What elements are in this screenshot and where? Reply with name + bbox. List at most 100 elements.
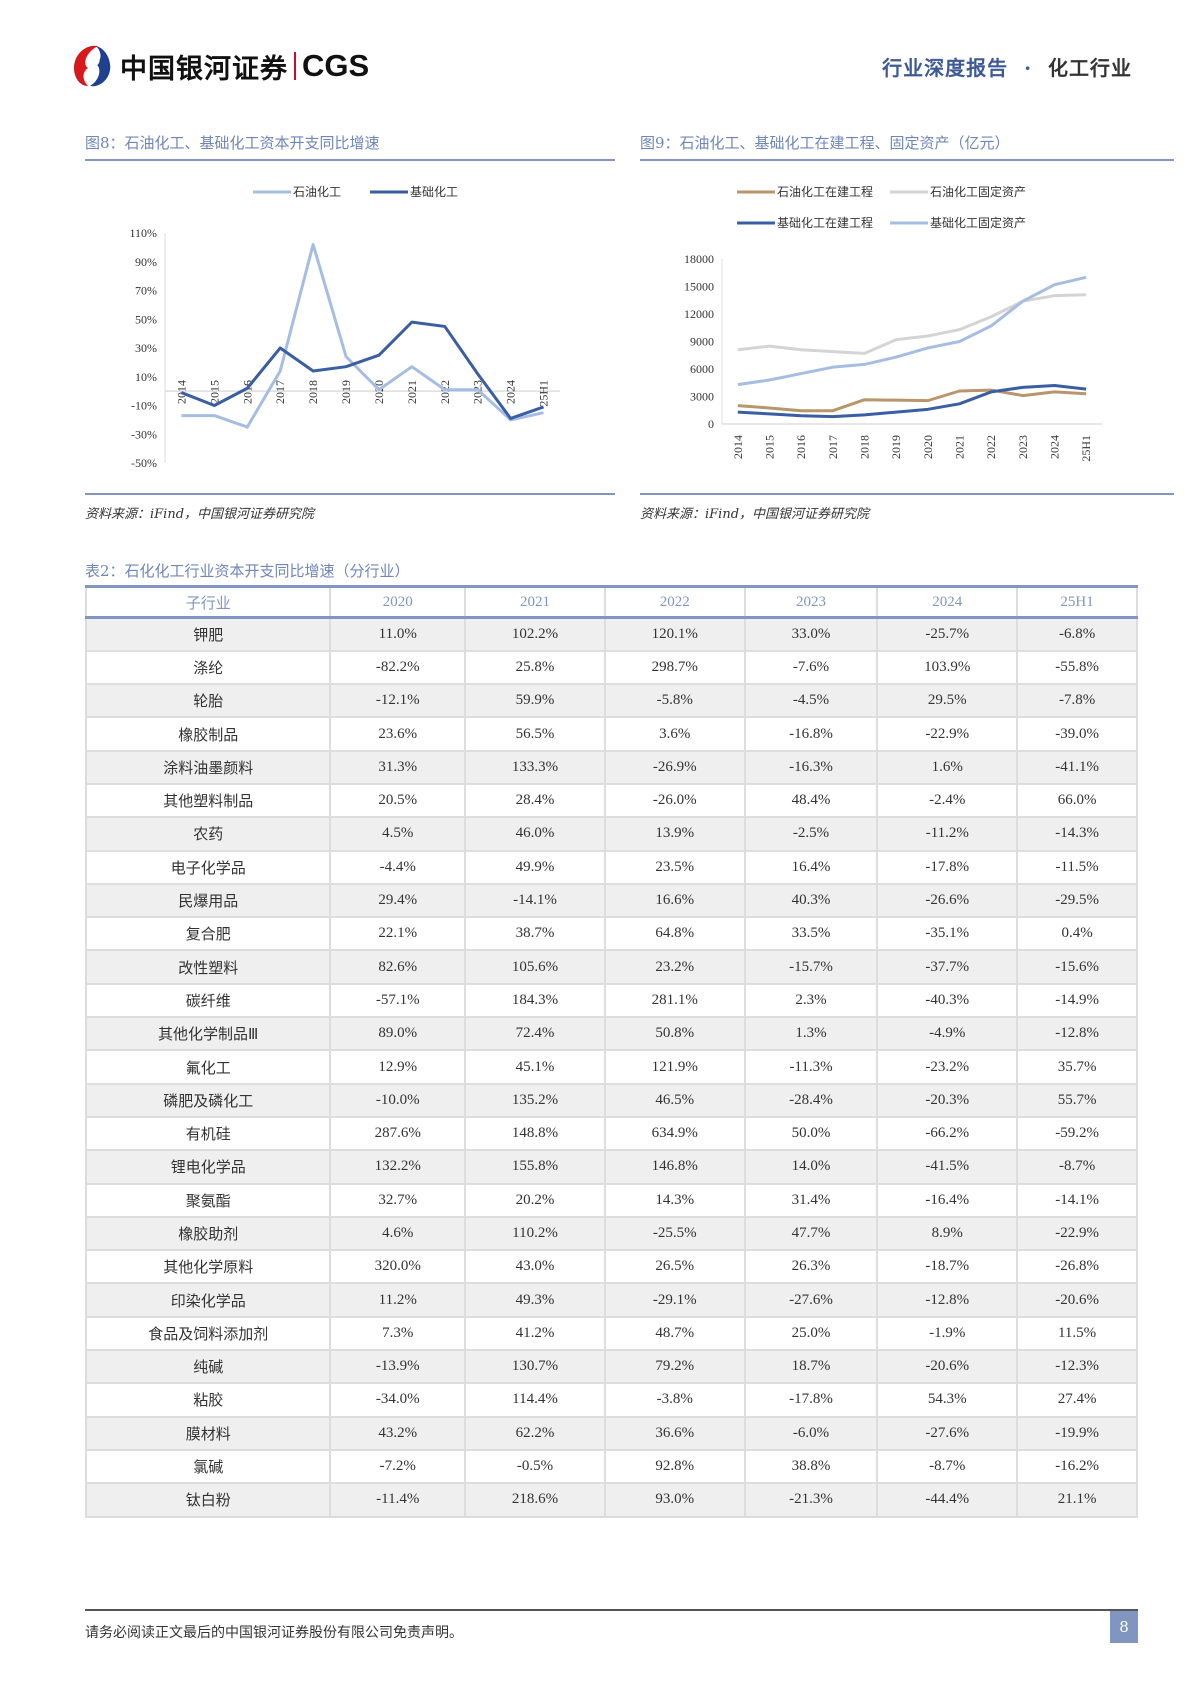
growth-value: 11.5% — [1016, 1315, 1138, 1352]
growth-value: 93.0% — [603, 1482, 746, 1518]
growth-value: -7.2% — [329, 1448, 467, 1485]
subsector-name: 碳纤维 — [84, 982, 332, 1019]
x-tick-label: 2015 — [763, 435, 777, 459]
disclaimer-text: 请务必阅读正文最后的中国银河证券股份有限公司免责声明。 — [85, 1625, 463, 1641]
subsector-name: 电子化学品 — [84, 849, 332, 885]
subsector-name: 食品及饲料添加剂 — [84, 1315, 332, 1352]
table-row: 碳纤维 -57.1% 184.3% 281.1% 2.3% -40.3% -14.9% — [84, 982, 1138, 1019]
growth-value: 46.5% — [603, 1082, 746, 1118]
growth-value: -34.0% — [329, 1382, 467, 1418]
growth-value: 16.4% — [743, 849, 879, 885]
growth-value: -29.1% — [603, 1282, 746, 1318]
growth-value: 7.3% — [329, 1315, 467, 1352]
table-row: 有机硅 287.6% 148.8% 634.9% 50.0% -66.2% -59.2% — [84, 1115, 1138, 1152]
growth-value: 634.9% — [603, 1115, 746, 1152]
growth-value: -7.8% — [1016, 683, 1138, 719]
table-row: 印染化学品 11.2% 49.3% -29.1% -27.6% -12.8% -20.6% — [84, 1282, 1138, 1318]
growth-value: -14.1% — [1016, 1182, 1138, 1218]
subsector-name: 橡胶制品 — [84, 716, 332, 752]
growth-value: 50.8% — [603, 1016, 746, 1052]
table-row: 农药 4.5% 46.0% 13.9% -2.5% -11.2% -14.3% — [84, 816, 1138, 852]
table-row: 粘胶 -34.0% 114.4% -3.8% -17.8% 54.3% 27.4% — [84, 1382, 1138, 1418]
table-row: 食品及饲料添加剂 7.3% 41.2% 48.7% 25.0% -1.9% 11.5% — [84, 1315, 1138, 1352]
growth-value: -16.8% — [743, 716, 879, 752]
y-tick-label: 30% — [135, 341, 157, 355]
growth-value: -37.7% — [876, 949, 1019, 985]
growth-value: -20.6% — [876, 1349, 1019, 1385]
growth-value: -3.8% — [603, 1382, 746, 1418]
growth-value: -18.7% — [876, 1249, 1019, 1285]
brand-name-cn: 中国银河证券 — [120, 53, 288, 85]
growth-value: 38.8% — [743, 1448, 879, 1485]
subsector-name: 锂电化学品 — [84, 1149, 332, 1185]
table-row: 其他塑料制品 20.5% 28.4% -26.0% 48.4% -2.4% 66.0% — [84, 782, 1138, 819]
growth-value: -23.2% — [876, 1049, 1019, 1085]
subsector-name: 磷肥及磷化工 — [84, 1082, 332, 1118]
table-row: 民爆用品 29.4% -14.1% 16.6% 40.3% -26.6% -29.5% — [84, 882, 1138, 919]
subsector-name: 有机硅 — [84, 1115, 332, 1152]
logo: 中国银河证券 CGS — [68, 42, 369, 90]
growth-value: 35.7% — [1016, 1049, 1138, 1085]
y-tick-label: 0 — [708, 417, 714, 431]
growth-value: 155.8% — [464, 1149, 606, 1185]
growth-value: 25.0% — [743, 1315, 879, 1352]
growth-value: 14.0% — [743, 1149, 879, 1185]
growth-value: 23.6% — [329, 716, 467, 752]
subsector-name: 改性塑料 — [84, 949, 332, 985]
table-header-row: 子行业 2020 2021 2022 2023 2024 25H1 — [84, 586, 1138, 618]
y-tick-label: -50% — [131, 456, 157, 470]
column-header: 2020 — [329, 586, 467, 618]
table-row: 涤纶 -82.2% 25.8% 298.7% -7.6% 103.9% -55.8% — [84, 649, 1138, 686]
figure-8-source: 资料来源：iFind，中国银河证券研究院 — [85, 507, 315, 522]
y-tick-label: 110% — [129, 226, 157, 240]
table-row: 其他化学原料 320.0% 43.0% 26.5% 26.3% -18.7% -26.8% — [84, 1249, 1138, 1285]
growth-value: 120.1% — [603, 616, 746, 652]
growth-value: 3.6% — [603, 716, 746, 752]
subsector-name: 聚氨酯 — [84, 1182, 332, 1218]
x-tick-label: 2017 — [273, 380, 287, 404]
subsector-name: 钛白粉 — [84, 1482, 332, 1518]
growth-value: 135.2% — [464, 1082, 606, 1118]
growth-value: 48.7% — [603, 1315, 746, 1352]
x-tick-label: 25H1 — [1079, 435, 1093, 462]
growth-value: 1.6% — [876, 749, 1019, 785]
subsector-name: 其他塑料制品 — [84, 782, 332, 819]
x-tick-label: 2017 — [826, 435, 840, 459]
growth-value: -41.5% — [876, 1149, 1019, 1185]
growth-value: 29.5% — [876, 683, 1019, 719]
table-row: 橡胶助剂 4.6% 110.2% -25.5% 47.7% 8.9% -22.9% — [84, 1215, 1138, 1252]
growth-value: 66.0% — [1016, 782, 1138, 819]
growth-value: 40.3% — [743, 882, 879, 919]
growth-value: 287.6% — [329, 1115, 467, 1152]
series-line — [737, 293, 1087, 355]
growth-value: -26.8% — [1016, 1249, 1138, 1285]
growth-value: 49.3% — [464, 1282, 606, 1318]
growth-value: 59.9% — [464, 683, 606, 719]
growth-value: 82.6% — [329, 949, 467, 985]
y-tick-label: 70% — [135, 284, 157, 298]
subsector-name: 纯碱 — [84, 1349, 332, 1385]
growth-value: -8.7% — [1016, 1149, 1138, 1185]
growth-value: 49.9% — [464, 849, 606, 885]
growth-value: -12.1% — [329, 683, 467, 719]
legend-label: 石油化工在建工程 — [777, 184, 873, 199]
series-line — [737, 275, 1087, 387]
growth-value: 320.0% — [329, 1249, 467, 1285]
growth-value: 25.8% — [464, 649, 606, 686]
growth-value: 4.5% — [329, 816, 467, 852]
x-tick-label: 2021 — [405, 380, 419, 404]
series-line — [181, 243, 544, 429]
growth-value: 64.8% — [603, 916, 746, 952]
growth-value: 33.5% — [743, 916, 879, 952]
growth-value: 45.1% — [464, 1049, 606, 1085]
growth-value: 133.3% — [464, 749, 606, 785]
growth-value: 110.2% — [464, 1215, 606, 1252]
growth-value: 130.7% — [464, 1349, 606, 1385]
growth-value: -5.8% — [603, 683, 746, 719]
growth-value: -16.4% — [876, 1182, 1019, 1218]
figure-9-source: 资料来源：iFind，中国银河证券研究院 — [640, 507, 870, 522]
series-line — [737, 388, 1087, 413]
growth-value: 20.2% — [464, 1182, 606, 1218]
growth-value: 23.5% — [603, 849, 746, 885]
figure-8-title: 图8：石油化工、基础化工资本开支同比增速 — [85, 132, 615, 161]
